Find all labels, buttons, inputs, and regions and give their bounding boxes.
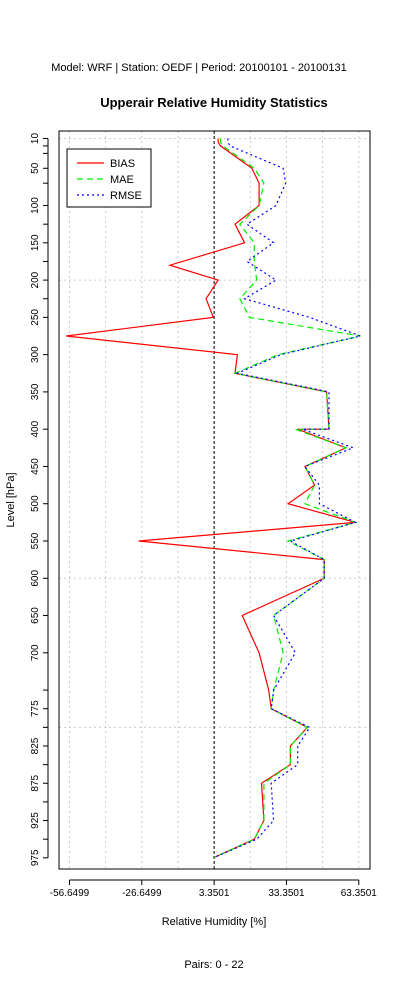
series-lines [66,138,363,859]
header-text: Model: WRF | Station: OEDF | Period: 201… [51,62,347,74]
x-tick-label: -26.6499 [122,888,162,899]
legend-label-mae: MAE [110,174,134,186]
y-tick-label: 400 [30,420,41,437]
y-tick-label: 200 [30,271,41,288]
y-tick-label: 250 [30,309,41,326]
x-axis-label: Relative Humidity [%] [162,916,267,928]
y-tick-label: 50 [30,162,41,174]
x-tick-label: -56.6499 [50,888,90,899]
y-tick-label: 500 [30,495,41,512]
plot-border [58,130,371,870]
series-line-bias [66,138,356,859]
y-axis-label: Level [hPa] [5,472,17,527]
y-tick-label: 600 [30,570,41,587]
legend-label-rmse: RMSE [110,190,142,202]
legend-label-bias: BIAS [110,158,135,170]
y-tick-label: 875 [30,775,41,792]
series-line-mae [213,138,361,859]
x-tick-label: 3.3501 [199,888,230,899]
y-tick-label: 10 [30,133,41,145]
y-tick-label: 825 [30,737,41,754]
x-axis: -56.6499 -26.6499 3.3501 33.3501 63.3501 [50,879,378,899]
y-tick-label: 700 [30,644,41,661]
y-axis: 10 50 100 150 200 250 300 350 400 450 500 550 600 650… [30,133,49,866]
y-tick-label: 925 [30,812,41,829]
y-tick-label: 450 [30,458,41,475]
legend-box [66,148,152,208]
x-tick-label: 33.3501 [268,888,305,899]
y-tick-label: 350 [30,383,41,400]
legend: BIAS MAE RMSE [66,148,152,208]
y-tick-label: 775 [30,700,41,717]
y-tick-label: 150 [30,234,41,251]
y-tick-label: 650 [30,607,41,624]
footer-text: Pairs: 0 - 22 [184,959,243,971]
chart-title: Upperair Relative Humidity Statistics [100,95,328,110]
y-tick-label: 975 [30,849,41,866]
y-tick-label: 550 [30,532,41,549]
x-tick-label: 63.3501 [341,888,378,899]
y-tick-label: 100 [30,197,41,214]
y-tick-label: 300 [30,346,41,363]
